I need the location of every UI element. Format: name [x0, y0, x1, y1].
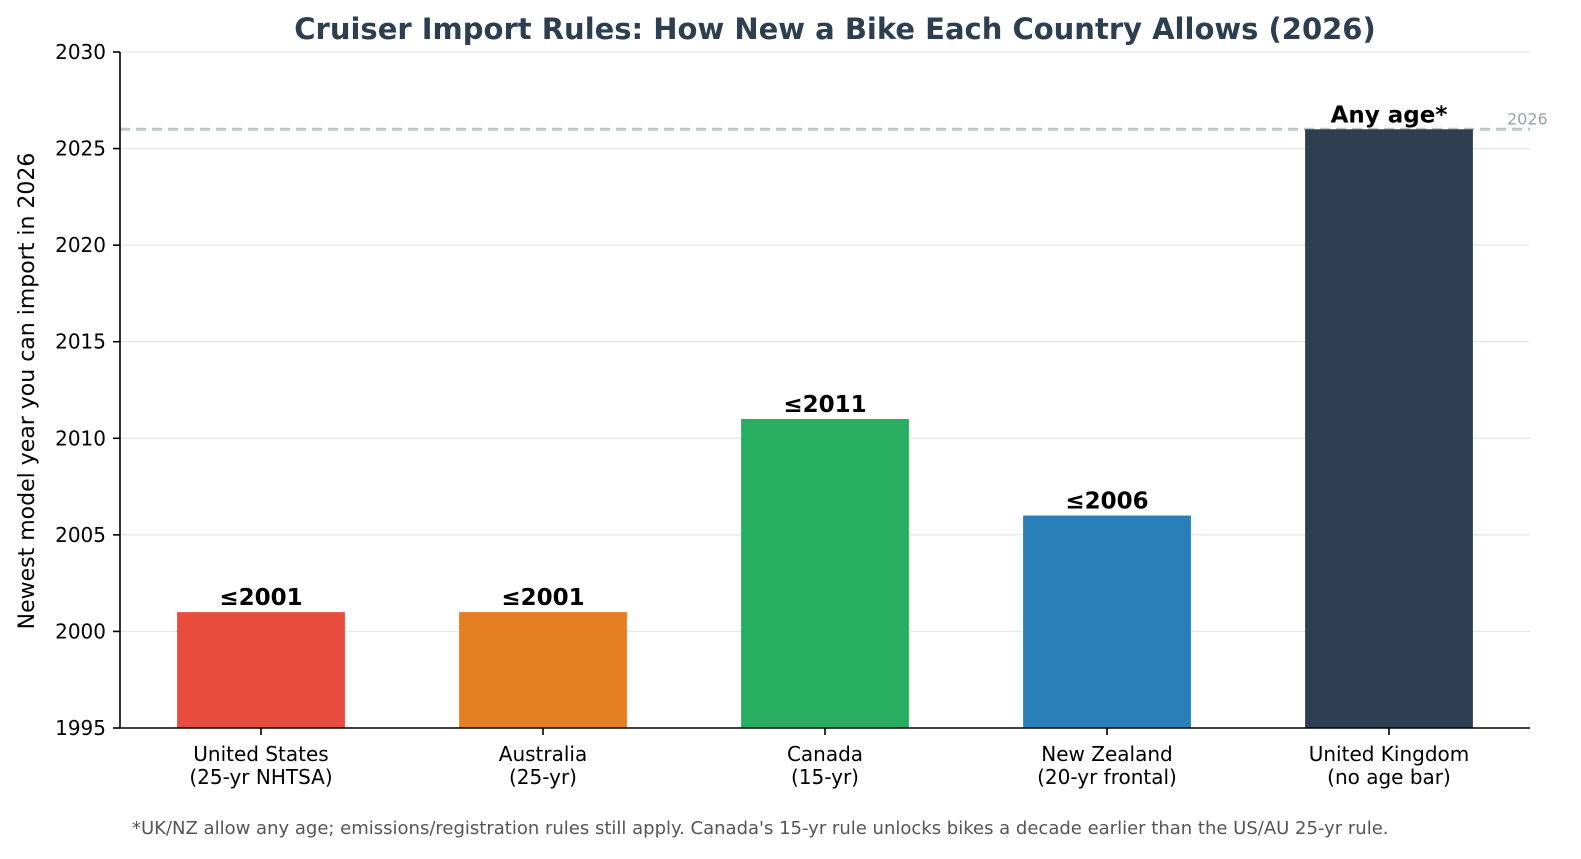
- axes: 1995 2000 2005 2010 2015 2020 2025 2030 United S…: [55, 40, 1530, 789]
- x-tick-label: Australia: [499, 742, 587, 766]
- x-tick-label: United Kingdom: [1309, 742, 1470, 766]
- y-tick-label: 2000: [55, 619, 106, 643]
- bar: [177, 612, 345, 728]
- bar: [1023, 515, 1191, 728]
- x-tick-label: (20-yr frontal): [1037, 765, 1177, 789]
- bar: [1305, 129, 1473, 728]
- bars: ≤2001 ≤2001 ≤2011 ≤2006 Any age*: [177, 102, 1473, 728]
- reference-line-group: 2026: [120, 109, 1548, 131]
- x-tick-label: (no age bar): [1327, 765, 1451, 789]
- y-tick-label: 2005: [55, 523, 106, 547]
- y-tick-label: 1995: [55, 716, 106, 740]
- bar-data-label: ≤2006: [1065, 489, 1148, 515]
- x-tick-label: New Zealand: [1041, 742, 1172, 766]
- x-tick-label: (15-yr): [791, 765, 859, 789]
- x-tick-label: (25-yr NHTSA): [189, 765, 332, 789]
- chart-title: Cruiser Import Rules: How New a Bike Eac…: [294, 12, 1375, 46]
- reference-line-label: 2026: [1507, 109, 1548, 128]
- x-tick-label: Canada: [787, 742, 863, 766]
- bar: [459, 612, 627, 728]
- y-axis-label: Newest model year you can import in 2026: [15, 153, 40, 630]
- bar-data-label: ≤2001: [501, 585, 584, 611]
- footnote: *UK/NZ allow any age; emissions/registra…: [132, 818, 1389, 839]
- bar: [741, 418, 909, 728]
- x-tick-label: United States: [193, 742, 328, 766]
- y-tick-label: 2010: [55, 426, 106, 450]
- y-tick-label: 2025: [55, 137, 106, 161]
- bar-data-label: Any age*: [1331, 102, 1448, 128]
- y-tick-label: 2020: [55, 233, 106, 257]
- bar-data-label: ≤2001: [219, 585, 302, 611]
- y-tick-label: 2030: [55, 40, 106, 64]
- x-tick-label: (25-yr): [509, 765, 577, 789]
- bar-data-label: ≤2011: [783, 392, 866, 418]
- y-tick-label: 2015: [55, 330, 106, 354]
